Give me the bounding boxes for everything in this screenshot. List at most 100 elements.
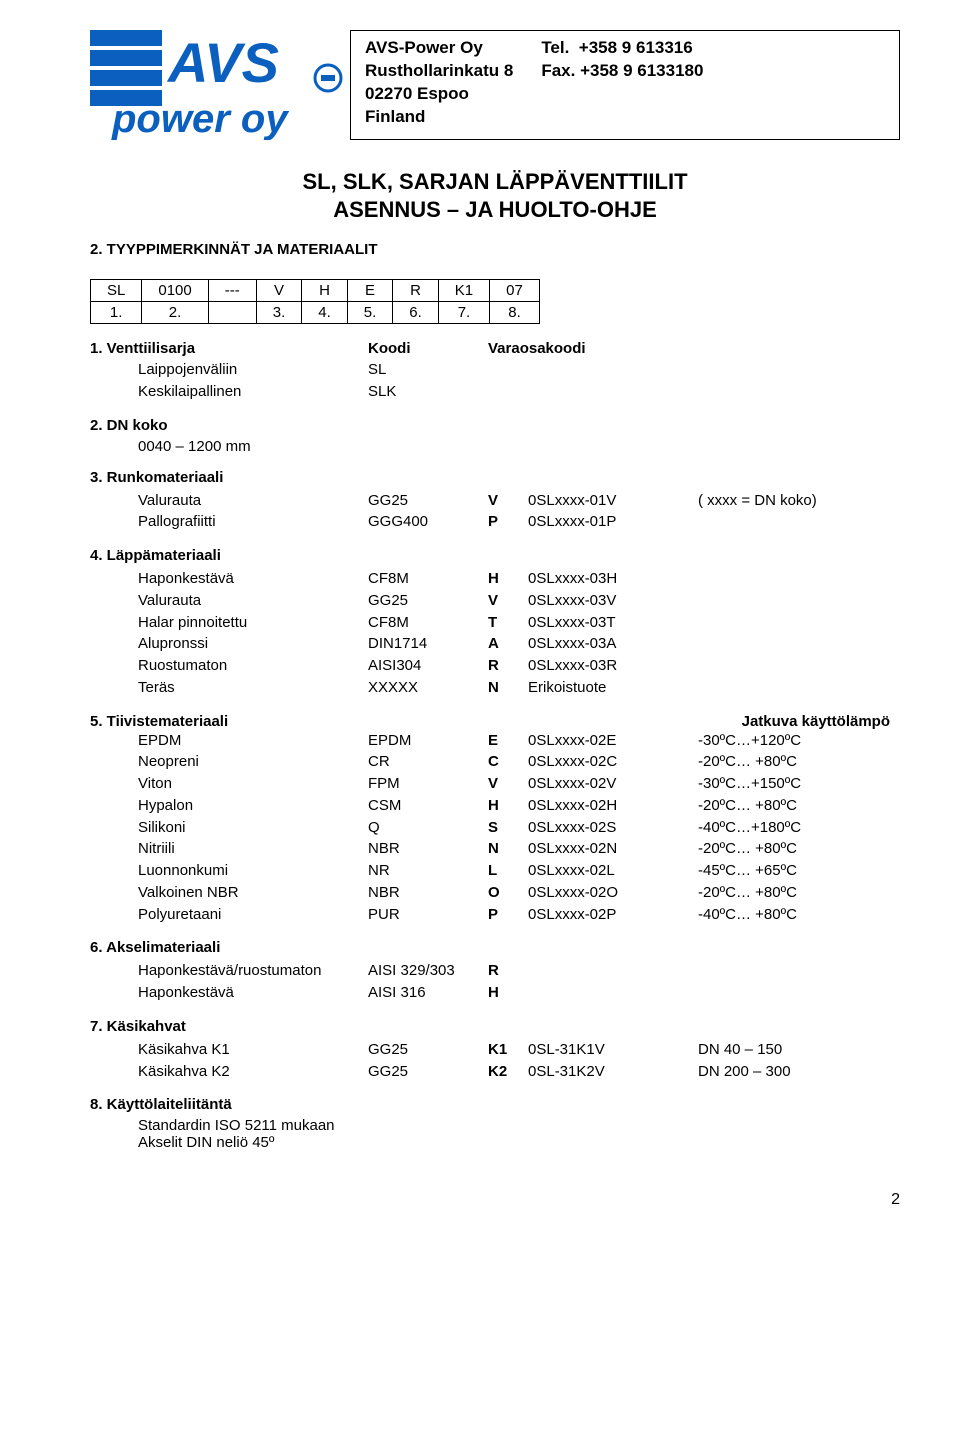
koodi-label: Koodi <box>368 338 488 359</box>
material-symbol: V <box>488 773 528 795</box>
material-code: SLK <box>368 381 488 403</box>
material-name: Teräs <box>138 677 368 699</box>
material-spec: GGG400 <box>368 511 488 533</box>
material-name: Alupronssi <box>138 633 368 655</box>
material-extra: -45ºC… +65ºC <box>698 860 898 882</box>
code-cell: 3. <box>256 302 302 324</box>
s7-heading: 7. Käsikahvat <box>90 1018 900 1035</box>
material-spec: GG25 <box>368 1061 488 1083</box>
material-code: 0SLxxxx-03A <box>528 633 698 655</box>
material-spec: EPDM <box>368 730 488 752</box>
code-cell: 5. <box>347 302 393 324</box>
material-code: 0SLxxxx-02O <box>528 882 698 904</box>
logo-nut-icon <box>321 75 335 81</box>
material-row: TeräsXXXXXNErikoistuote <box>90 677 900 699</box>
material-extra: DN 200 – 300 <box>698 1061 898 1083</box>
material-name: Polyuretaani <box>138 904 368 926</box>
material-name: Valurauta <box>138 590 368 612</box>
logo-stripes-icon <box>90 30 162 106</box>
material-symbol: R <box>488 960 528 982</box>
material-spec: GG25 <box>368 590 488 612</box>
material-name: Käsikahva K1 <box>138 1039 368 1061</box>
material-row: HaponkestäväCF8MH0SLxxxx-03H <box>90 568 900 590</box>
title-line2: ASENNUS – JA HUOLTO-OHJE <box>90 196 900 224</box>
material-row: RuostumatonAISI304R0SLxxxx-03R <box>90 655 900 677</box>
material-name: Ruostumaton <box>138 655 368 677</box>
material-spec: FPM <box>368 773 488 795</box>
material-extra: -20ºC… +80ºC <box>698 795 898 817</box>
s2-heading: 2. DN koko <box>90 417 900 434</box>
material-row: AlupronssiDIN1714A0SLxxxx-03A <box>90 633 900 655</box>
code-cell: 07 <box>490 280 540 302</box>
material-name: EPDM <box>138 730 368 752</box>
material-name: Viton <box>138 773 368 795</box>
s8-heading: 8. Käyttölaiteliitäntä <box>90 1096 900 1113</box>
material-symbol: R <box>488 655 528 677</box>
material-symbol: C <box>488 751 528 773</box>
page-number: 2 <box>90 1191 900 1209</box>
s4-heading: 4. Läppämateriaali <box>90 547 900 564</box>
material-extra: -40ºC…+180ºC <box>698 817 898 839</box>
code-cell: 8. <box>490 302 540 324</box>
material-name: Silikoni <box>138 817 368 839</box>
material-symbol: H <box>488 795 528 817</box>
material-row: Haponkestävä/ruostumatonAISI 329/303R <box>90 960 900 982</box>
code-cell: E <box>347 280 393 302</box>
material-spec: NBR <box>368 838 488 860</box>
material-row: EPDMEPDME0SLxxxx-02E-30ºC…+120ºC <box>90 730 900 752</box>
material-name: Pallografiitti <box>138 511 368 533</box>
material-symbol: E <box>488 730 528 752</box>
material-spec: NR <box>368 860 488 882</box>
material-name: Nitriili <box>138 838 368 860</box>
logo: AVS power oy <box>90 30 350 140</box>
varaosakoodi-label: Varaosakoodi <box>488 338 658 359</box>
material-extra: DN 40 – 150 <box>698 1039 898 1061</box>
material-row: Käsikahva K1GG25K10SL-31K1VDN 40 – 150 <box>90 1039 900 1061</box>
material-spec: AISI304 <box>368 655 488 677</box>
material-spec: AISI 316 <box>368 982 488 1004</box>
material-code: 0SLxxxx-02P <box>528 904 698 926</box>
material-extra: ( xxxx = DN koko) <box>698 490 898 512</box>
material-code: 0SLxxxx-02H <box>528 795 698 817</box>
material-spec: AISI 329/303 <box>368 960 488 982</box>
material-spec: XXXXX <box>368 677 488 699</box>
material-name: Haponkestävä <box>138 982 368 1004</box>
material-extra <box>698 511 898 533</box>
material-code: 0SLxxxx-02E <box>528 730 698 752</box>
material-code: 0SL-31K1V <box>528 1039 698 1061</box>
material-spec: CR <box>368 751 488 773</box>
material-spec: CF8M <box>368 612 488 634</box>
material-symbol: V <box>488 490 528 512</box>
company-info-box: AVS-Power Oy Rusthollarinkatu 8 02270 Es… <box>350 30 900 140</box>
section2-heading: 2. TYYPPIMERKINNÄT JA MATERIAALIT <box>90 241 900 258</box>
material-symbol: N <box>488 838 528 860</box>
material-row: Halar pinnoitettuCF8MT0SLxxxx-03T <box>90 612 900 634</box>
material-name: Haponkestävä/ruostumaton <box>138 960 368 982</box>
material-extra: -20ºC… +80ºC <box>698 882 898 904</box>
material-row: NitriiliNBRN0SLxxxx-02N-20ºC… +80ºC <box>90 838 900 860</box>
code-cell: 4. <box>302 302 348 324</box>
material-extra: -20ºC… +80ºC <box>698 751 898 773</box>
material-spec: GG25 <box>368 1039 488 1061</box>
material-code: 0SLxxxx-02N <box>528 838 698 860</box>
s6-heading: 6. Akselimateriaali <box>90 939 900 956</box>
material-row: PolyuretaaniPURP0SLxxxx-02P-40ºC… +80ºC <box>90 904 900 926</box>
material-row: HypalonCSMH0SLxxxx-02H-20ºC… +80ºC <box>90 795 900 817</box>
material-row: LuonnonkumiNRL0SLxxxx-02L-45ºC… +65ºC <box>90 860 900 882</box>
s5-heading: 5. Tiivistemateriaali <box>90 713 228 730</box>
material-row: VitonFPMV0SLxxxx-02V-30ºC…+150ºC <box>90 773 900 795</box>
material-row: HaponkestäväAISI 316H <box>90 982 900 1004</box>
material-symbol: H <box>488 982 528 1004</box>
material-row: ValurautaGG25V0SLxxxx-01V( xxxx = DN kok… <box>90 490 900 512</box>
material-name: Keskilaipallinen <box>138 381 368 403</box>
material-row: ValurautaGG25V0SLxxxx-03V <box>90 590 900 612</box>
tel-label: Tel. <box>541 38 569 57</box>
material-row: Valkoinen NBRNBRO0SLxxxx-02O-20ºC… +80ºC <box>90 882 900 904</box>
material-extra: -20ºC… +80ºC <box>698 838 898 860</box>
tel-number: +358 9 613316 <box>579 38 693 57</box>
material-code: 0SLxxxx-02V <box>528 773 698 795</box>
code-row-1: SL0100---VHERK107 <box>91 280 540 302</box>
material-name: Valurauta <box>138 490 368 512</box>
material-symbol: S <box>488 817 528 839</box>
material-code: 0SLxxxx-02C <box>528 751 698 773</box>
